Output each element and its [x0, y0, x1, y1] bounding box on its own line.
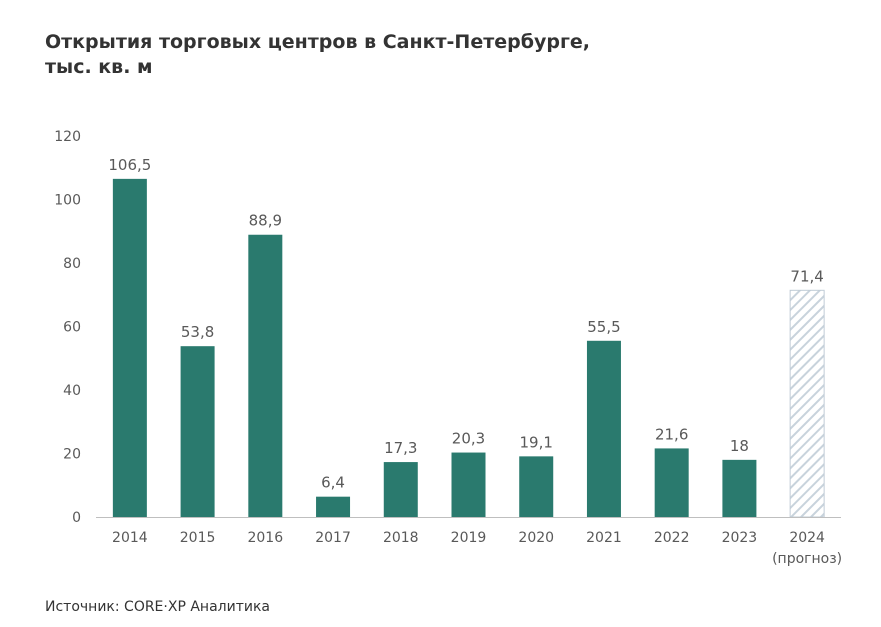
y-tick-label: 100	[54, 193, 81, 209]
x-tick-label-2018: 2018	[383, 530, 419, 546]
x-tick-label-2014: 2014	[112, 530, 148, 546]
y-axis: 0 20 40 60 80 100 120	[54, 129, 81, 526]
data-label-2018: 17,3	[384, 439, 417, 457]
y-tick-label: 120	[54, 129, 81, 145]
bar-2020	[519, 456, 554, 517]
bar-2015	[180, 346, 215, 517]
data-label-2021: 55,5	[587, 318, 620, 336]
bar-forecast-2024	[789, 289, 825, 518]
bar-2014	[112, 178, 147, 518]
data-label-2014: 106,5	[108, 156, 151, 174]
x-axis: 2014 2015 2016 2017 2018 2019 2020 2021 2022 2023…	[96, 517, 842, 567]
bar-chart: 0 20 40 60 80 100 120 106,5 53,8 88,9 6,4 17,3 20,3…	[54, 129, 842, 567]
bar-2021	[586, 340, 621, 517]
chart-title-line-2: тыс. кв. м	[45, 56, 153, 78]
y-tick-label: 20	[63, 447, 81, 463]
data-label-2015: 53,8	[181, 323, 214, 341]
bar-2023	[722, 459, 757, 517]
x-tick-label-2023: 2023	[722, 530, 758, 546]
x-tick-label-2021: 2021	[586, 530, 622, 546]
data-label-2023: 18	[730, 437, 749, 455]
x-tick-label-2016: 2016	[247, 530, 283, 546]
data-label-2022: 21,6	[655, 425, 688, 443]
x-tick-label-2022: 2022	[654, 530, 690, 546]
x-tick-label-2015: 2015	[180, 530, 216, 546]
y-tick-label: 60	[63, 320, 81, 336]
source-note: Источник: CORE·XP Аналитика	[45, 599, 270, 615]
bar-2016	[248, 234, 283, 517]
data-label-2020: 19,1	[520, 433, 553, 451]
data-label-2024: 71,4	[790, 267, 823, 285]
data-label-2016: 88,9	[249, 212, 282, 230]
bar-2022	[654, 448, 689, 517]
chart-title-line-1: Открытия торговых центров в Санкт-Петерб…	[45, 31, 590, 53]
bar-2018	[383, 462, 418, 517]
chart-title: Открытия торговых центров в Санкт-Петерб…	[45, 30, 590, 80]
x-tick-label-2017: 2017	[315, 530, 351, 546]
data-label-2019: 20,3	[452, 430, 485, 448]
y-tick-label: 80	[63, 256, 81, 272]
bar-2017	[316, 496, 351, 517]
data-label-2017: 6,4	[321, 474, 345, 492]
x-tick-label-2019: 2019	[451, 530, 487, 546]
x-tick-label-2024: 2024	[789, 530, 825, 546]
bar-2019	[451, 452, 486, 517]
bars-group: 106,5 53,8 88,9 6,4 17,3 20,3 19,1 55,5 21,6 18 71…	[108, 156, 825, 518]
x-tick-label-2020: 2020	[518, 530, 554, 546]
x-tick-sublabel-2024: (прогноз)	[772, 551, 842, 567]
y-tick-label: 40	[63, 383, 81, 399]
y-tick-label: 0	[72, 510, 81, 526]
